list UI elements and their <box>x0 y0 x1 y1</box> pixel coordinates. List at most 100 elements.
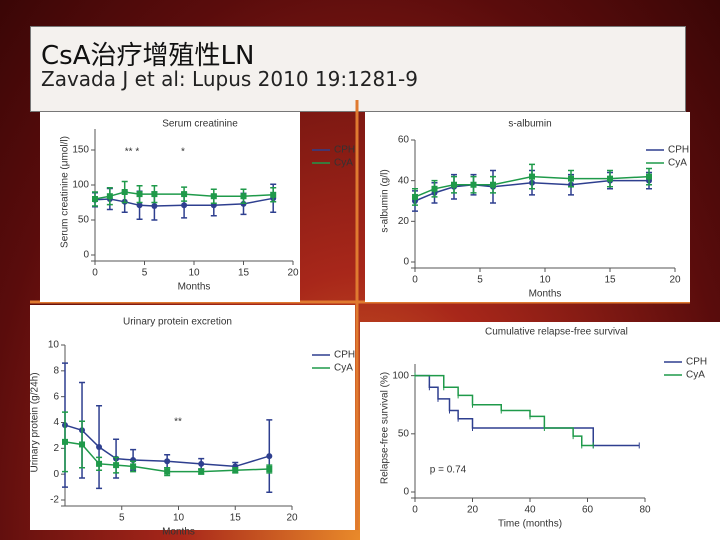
x-tick-label: 10 <box>539 275 551 286</box>
y-tick-label: 50 <box>398 428 410 439</box>
y-tick-label: 0 <box>83 250 89 261</box>
x-tick-label: 5 <box>477 275 483 286</box>
chart-title: Urinary protein excretion <box>123 317 232 328</box>
y-tick-label: 6 <box>53 391 59 402</box>
marker <box>136 191 143 198</box>
x-tick-label: 5 <box>142 268 148 279</box>
x-tick-label: 15 <box>238 268 250 279</box>
marker <box>266 466 273 472</box>
y-axis-label: Urinary protein (g/24h) <box>30 372 41 472</box>
chart-title: Serum creatinine <box>162 119 238 130</box>
x-tick-label: 10 <box>188 268 200 279</box>
chart-panel <box>360 322 720 540</box>
header: CsA治疗增殖性LN Zavada J et al: Lupus 2010 19… <box>30 26 686 112</box>
legend-label: CPH <box>686 357 707 368</box>
x-tick-label: 20 <box>669 275 681 286</box>
marker <box>113 462 120 469</box>
marker <box>164 458 171 465</box>
y-tick-label: 0 <box>403 487 409 498</box>
legend-label: CPH <box>334 350 355 361</box>
x-tick-label: 20 <box>287 268 299 279</box>
marker <box>270 191 277 198</box>
x-tick-label: 60 <box>582 505 594 516</box>
x-tick-label: 15 <box>604 275 616 286</box>
y-tick-label: 20 <box>398 216 410 227</box>
y-tick-label: 2 <box>53 443 59 454</box>
legend-label: CyA <box>668 158 687 169</box>
marker <box>92 196 98 202</box>
y-tick-label: 0 <box>403 257 409 268</box>
y-tick-label: 40 <box>398 175 410 186</box>
marker <box>151 191 158 198</box>
marker <box>232 467 239 474</box>
marker <box>62 438 68 445</box>
legend-label: CyA <box>686 370 705 381</box>
marker <box>96 444 103 451</box>
y-tick-label: 0 <box>53 469 59 480</box>
x-tick-label: 40 <box>524 505 536 516</box>
x-tick-label: 0 <box>92 268 98 279</box>
chart-panel <box>365 112 690 302</box>
x-tick-label: 80 <box>639 505 651 516</box>
x-tick-label: 5 <box>119 513 125 524</box>
marker <box>96 460 103 467</box>
annotation: * <box>181 147 185 158</box>
chart-panel <box>40 112 300 302</box>
x-tick-label: 0 <box>412 505 418 516</box>
y-axis-label: s-albumin (g/l) <box>380 169 391 232</box>
legend-label: CPH <box>334 145 355 156</box>
y-tick-label: 100 <box>72 180 89 191</box>
y-tick-label: 8 <box>53 365 59 376</box>
x-tick-label: 15 <box>230 513 242 524</box>
marker <box>490 181 496 188</box>
marker <box>79 441 86 448</box>
legend-label: CPH <box>668 145 689 156</box>
marker <box>151 203 158 209</box>
x-axis-label: Time (months) <box>498 519 562 530</box>
chart-panel <box>30 305 355 530</box>
marker <box>121 189 128 195</box>
x-axis-label: Months <box>178 282 211 293</box>
marker <box>646 173 652 180</box>
marker <box>181 202 188 209</box>
x-axis-label: Months <box>529 289 562 300</box>
marker <box>529 173 535 180</box>
y-tick-label: 150 <box>72 145 89 156</box>
marker <box>210 193 217 200</box>
y-tick-label: 4 <box>53 417 59 428</box>
marker <box>568 175 574 182</box>
y-tick-label: 100 <box>392 370 409 381</box>
y-tick-label: 10 <box>48 340 60 351</box>
legend-label: CyA <box>334 158 353 169</box>
citation: Zavada J et al: Lupus 2010 19:1281-9 <box>41 67 418 91</box>
annotation: p = 0.74 <box>430 465 467 476</box>
x-tick-label: 10 <box>173 513 185 524</box>
series-line <box>415 374 594 447</box>
marker <box>470 181 477 188</box>
chart-title: Cumulative relapse-free survival <box>485 327 628 338</box>
y-tick-label: 50 <box>78 215 90 226</box>
y-tick-label: 60 <box>398 135 410 146</box>
marker <box>198 468 205 475</box>
x-axis-label: Months <box>162 527 195 538</box>
x-tick-label: 0 <box>412 275 418 286</box>
marker <box>164 468 171 475</box>
annotation: ** <box>174 417 182 428</box>
marker <box>240 193 247 200</box>
legend-label: CyA <box>334 363 353 374</box>
marker <box>266 453 273 460</box>
marker <box>106 193 113 200</box>
marker <box>130 463 137 470</box>
y-axis-label: Serum creatinine (μmol/l) <box>60 136 71 248</box>
chart-title: s-albumin <box>508 119 551 130</box>
x-tick-label: 20 <box>286 513 298 524</box>
marker <box>431 185 438 192</box>
marker <box>136 202 143 209</box>
marker <box>181 191 188 198</box>
x-tick-label: 20 <box>467 505 479 516</box>
y-tick-label: -2 <box>50 495 59 506</box>
slide-title: CsA治疗增殖性LN <box>41 41 255 71</box>
y-axis-label: Relapse-free survival (%) <box>380 372 391 484</box>
